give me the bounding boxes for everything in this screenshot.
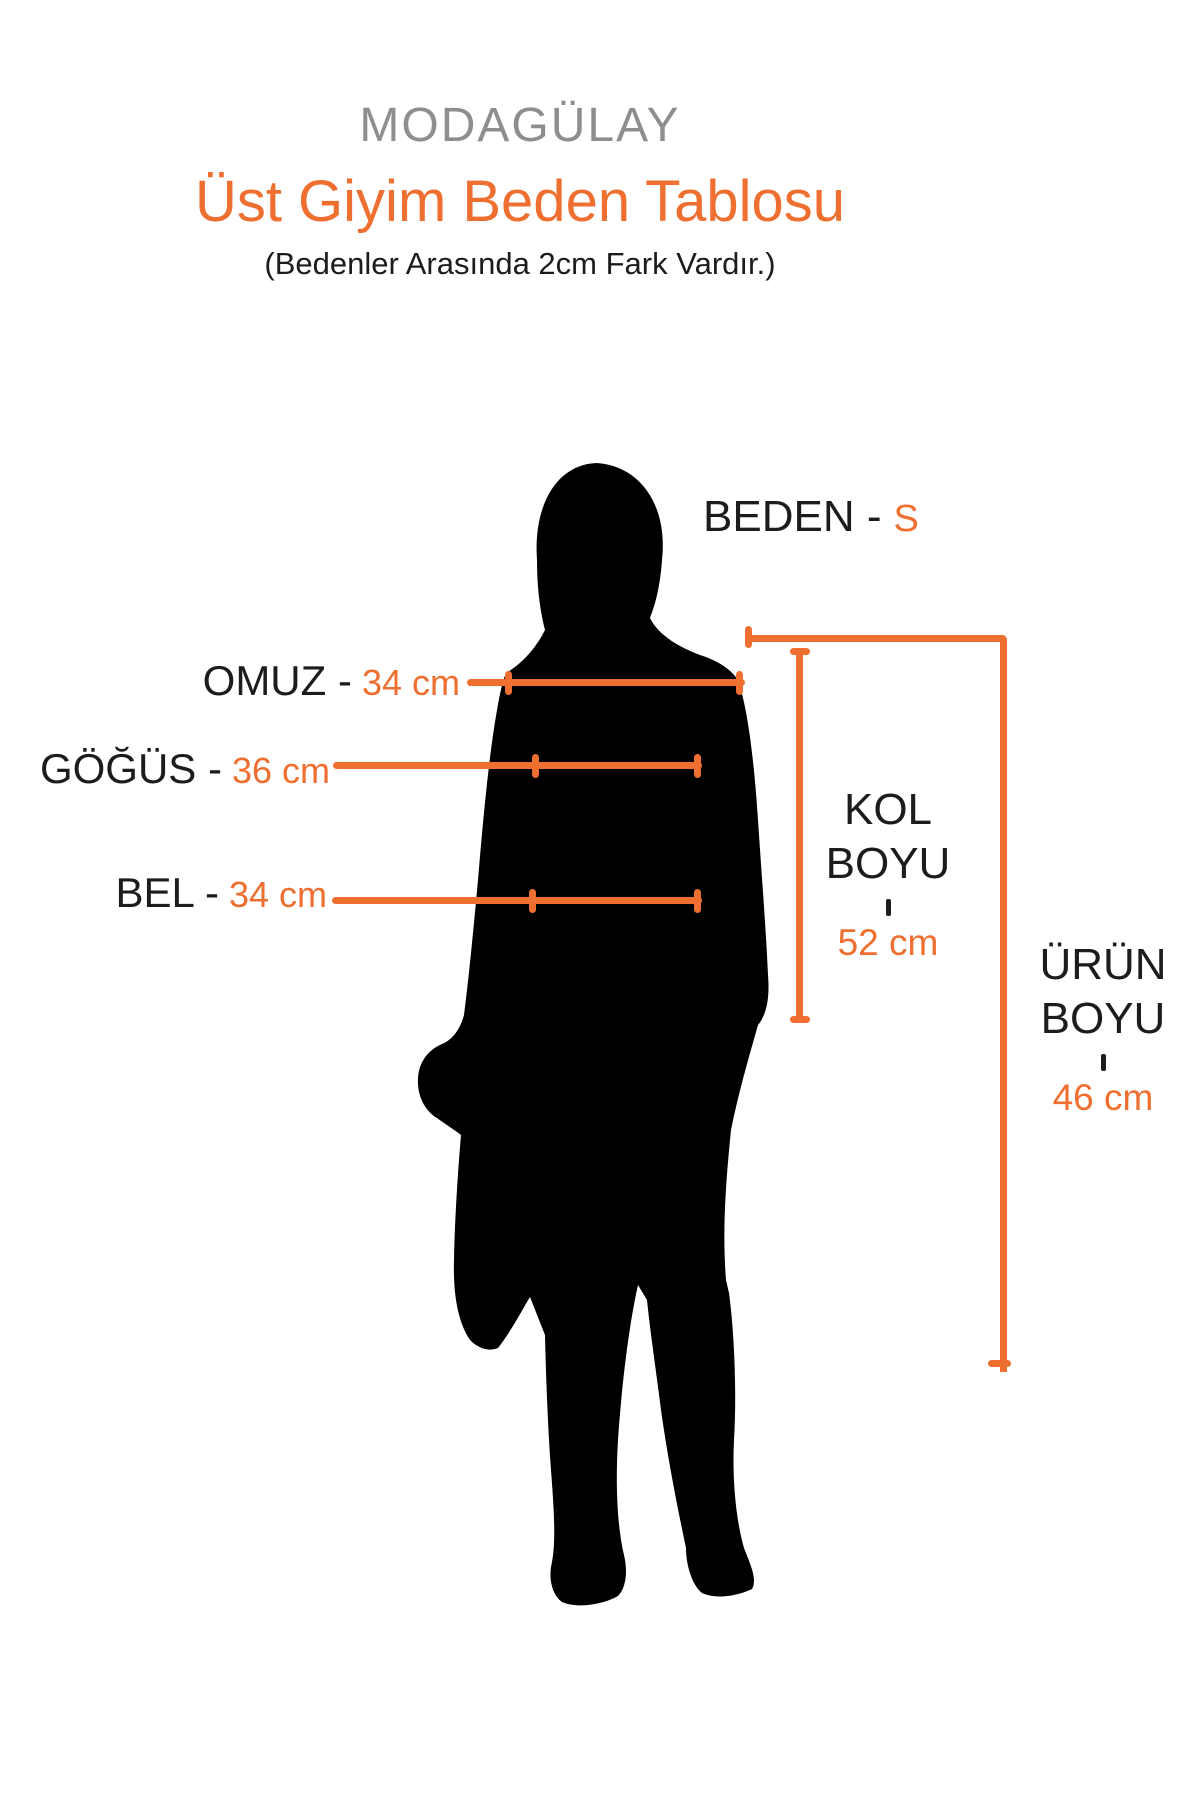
kol-boyu-line1: KOL bbox=[843, 785, 933, 834]
gogus-label: GÖĞÜS - bbox=[39, 745, 222, 792]
gogus-tick-right bbox=[694, 754, 701, 778]
omuz-measure-line bbox=[467, 679, 745, 686]
gogus-value: 36 cm bbox=[231, 750, 330, 791]
urun-boyu-bracket bbox=[748, 635, 1007, 1372]
omuz-label: OMUZ - bbox=[202, 657, 352, 704]
bel-measure-line bbox=[332, 897, 702, 904]
kol-boyu-cap-bottom bbox=[790, 1016, 810, 1023]
kol-boyu-separator-tick bbox=[885, 899, 891, 916]
kol-boyu-measure-line bbox=[796, 650, 803, 1023]
brand-logo: MODAGÜLAY bbox=[359, 99, 681, 152]
page-subtitle: (Bedenler Arasında 2cm Fark Vardır.) bbox=[264, 246, 776, 281]
bel-value: 34 cm bbox=[228, 874, 327, 915]
omuz-tick-left bbox=[505, 671, 512, 695]
size-value: S bbox=[893, 498, 919, 540]
urun-boyu-line2: BOYU bbox=[1040, 994, 1166, 1043]
urun-boyu-separator-tick bbox=[1100, 1054, 1106, 1071]
kol-boyu-label-block: KOL BOYU 52 cm bbox=[803, 783, 973, 964]
urun-boyu-label-block: ÜRÜN BOYU 46 cm bbox=[1018, 938, 1188, 1119]
size-label: BEDEN - S bbox=[703, 492, 919, 542]
urun-boyu-line1: ÜRÜN bbox=[1039, 940, 1167, 989]
omuz-tick-right bbox=[736, 671, 743, 695]
gogus-measure-line bbox=[333, 762, 702, 769]
bel-tick-right bbox=[694, 889, 701, 913]
measurement-row-gogus: GÖĞÜS - 36 cm bbox=[0, 744, 330, 794]
size-label-text: BEDEN - bbox=[703, 492, 882, 541]
kol-boyu-line2: BOYU bbox=[825, 839, 951, 888]
measurement-row-omuz: OMUZ - 34 cm bbox=[60, 656, 460, 706]
kol-boyu-value: 52 cm bbox=[837, 922, 939, 963]
bel-tick-left bbox=[529, 889, 536, 913]
kol-boyu-cap-top bbox=[790, 648, 810, 655]
gogus-tick-left bbox=[532, 754, 539, 778]
urun-boyu-cap-bottom bbox=[988, 1360, 1011, 1367]
urun-boyu-value: 46 cm bbox=[1052, 1077, 1154, 1118]
bel-label: BEL - bbox=[115, 869, 219, 916]
omuz-value: 34 cm bbox=[361, 662, 460, 703]
measurement-row-bel: BEL - 34 cm bbox=[0, 868, 327, 918]
page-title: Üst Giyim Beden Tablosu bbox=[194, 169, 846, 234]
